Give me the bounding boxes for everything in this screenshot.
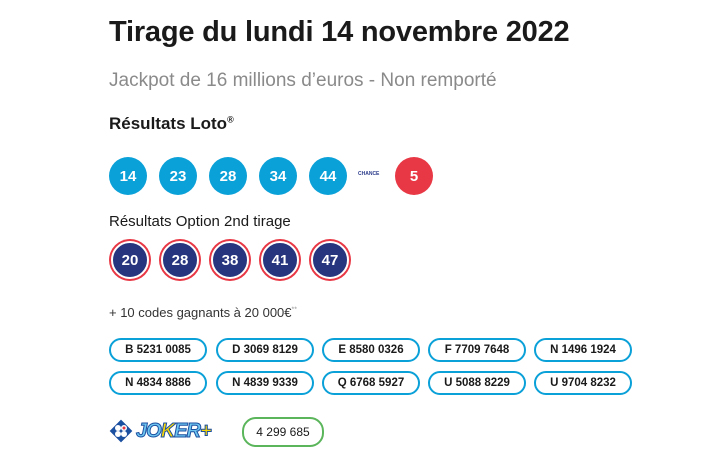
codes-footnote-mark: **: [291, 306, 297, 314]
joker-logo: JOKER+: [109, 419, 213, 443]
winning-code: N 1496 1924: [534, 338, 632, 362]
loto-ball: 34: [259, 157, 297, 195]
winning-code: D 3069 8129: [216, 338, 314, 362]
winning-code: F 7709 7648: [428, 338, 526, 362]
joker-number: 4 299 685: [242, 417, 324, 447]
page-title: Tirage du lundi 14 novembre 2022: [109, 16, 570, 48]
winning-code: N 4839 9339: [216, 371, 314, 395]
loto-ball: 44: [309, 157, 347, 195]
winning-code: B 5231 0085: [109, 338, 207, 362]
loto-heading: Résultats Loto®: [109, 114, 234, 134]
joker-wordmark: JOKER+: [136, 419, 213, 442]
chance-ball: 5: [395, 157, 433, 195]
codes-label-text: + 10 codes gagnants à 20 000€: [109, 305, 292, 320]
option-ball: 20: [111, 241, 149, 279]
winning-code: U 9704 8232: [534, 371, 632, 395]
loto-ball: 23: [159, 157, 197, 195]
loto-ball: 14: [109, 157, 147, 195]
chance-logo: CHANCE: [358, 171, 380, 177]
option-ball: 47: [311, 241, 349, 279]
winning-code: E 8580 0326: [322, 338, 420, 362]
loto-heading-text: Résultats Loto: [109, 114, 228, 133]
option-ball: 28: [161, 241, 199, 279]
codes-label: + 10 codes gagnants à 20 000€**: [109, 305, 297, 320]
option-ball: 38: [211, 241, 249, 279]
loto-ball: 28: [209, 157, 247, 195]
winning-code: N 4834 8886: [109, 371, 207, 395]
option-heading: Résultats Option 2nd tirage: [109, 213, 291, 230]
fdj-clover-icon: [109, 419, 133, 443]
registered-mark: ®: [227, 114, 234, 125]
winning-code: Q 6768 5927: [322, 371, 420, 395]
option-ball: 41: [261, 241, 299, 279]
jackpot-subtitle: Jackpot de 16 millions d’euros - Non rem…: [109, 70, 497, 91]
winning-code: U 5088 8229: [428, 371, 526, 395]
